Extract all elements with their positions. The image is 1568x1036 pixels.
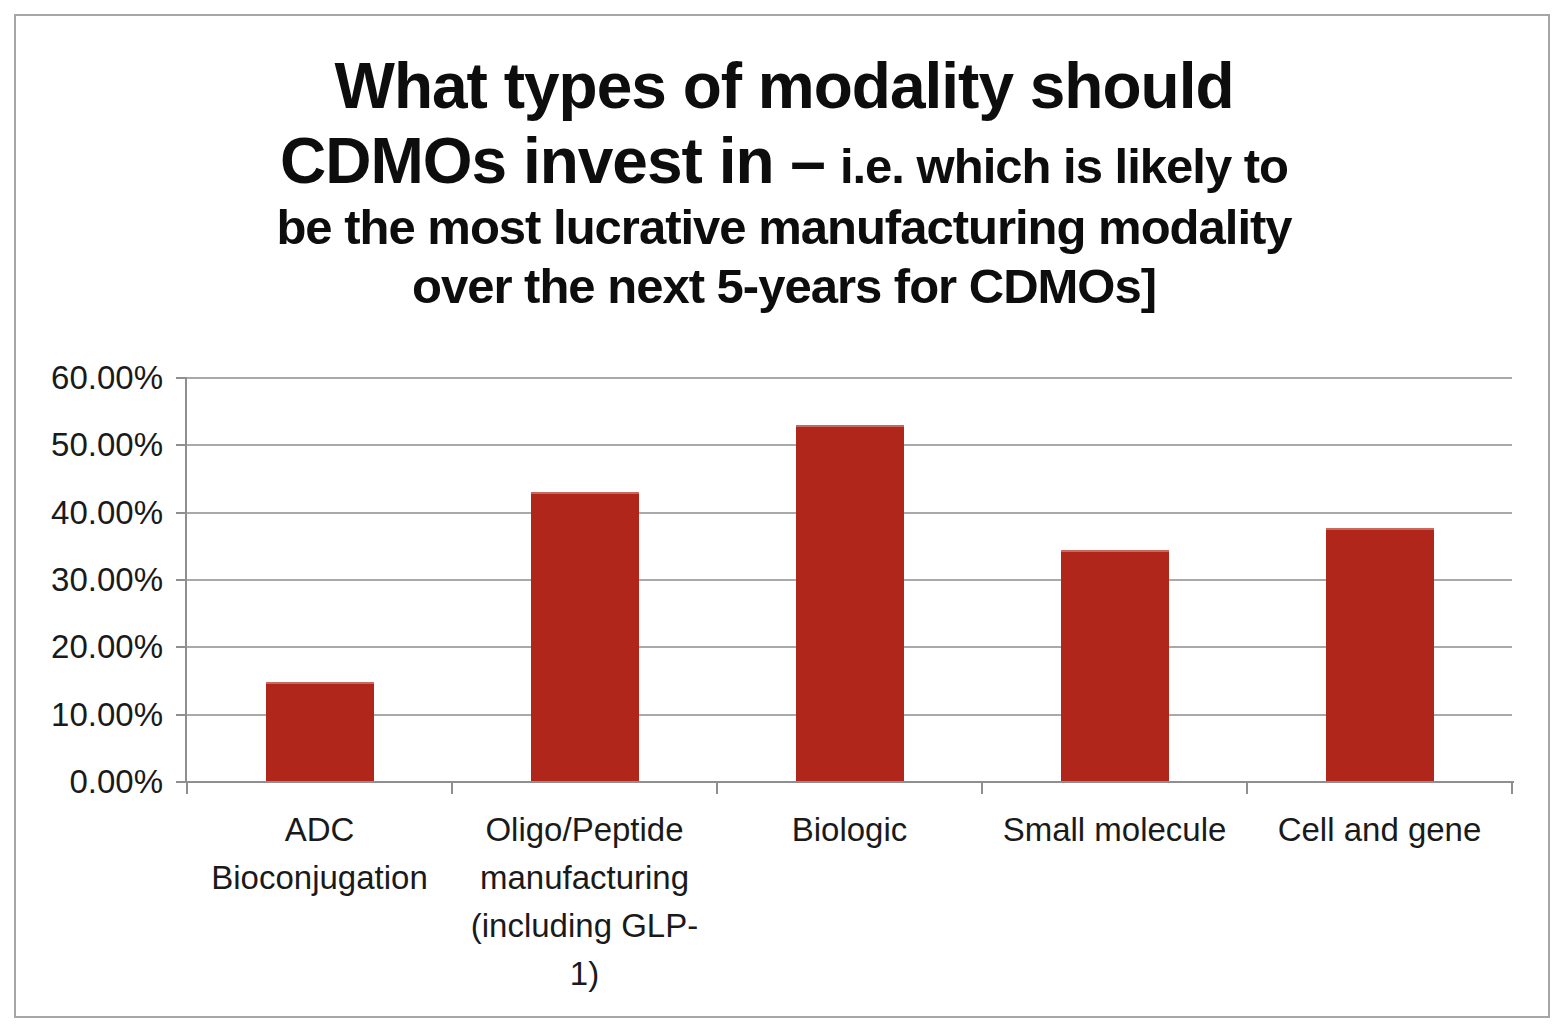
bar-adc-bioconjugation (266, 682, 374, 782)
bar-oligo-peptide-manufacturing-including-glp-1 (531, 492, 639, 782)
chart-title-line-2-main: CDMOs invest in – (280, 125, 825, 197)
y-axis-tick-label: 30.00% (23, 556, 163, 604)
chart-title-line-4: over the next 5-years for CDMOs] (0, 257, 1568, 316)
y-axis-tick (176, 714, 187, 716)
x-axis-tick (451, 782, 453, 794)
chart-title-line-2-sub: i.e. which is likely to (840, 139, 1288, 193)
x-axis-label-biologic: Biologic (717, 806, 982, 998)
y-axis-tick (176, 579, 187, 581)
x-axis-label-cell-and-gene: Cell and gene (1247, 806, 1512, 998)
x-axis-label-oligo-peptide-manufacturing-including-glp-1: Oligo/Peptide manufacturing (including G… (452, 806, 717, 998)
x-axis-labels: ADC BioconjugationOligo/Peptide manufact… (187, 806, 1512, 998)
chart-canvas: What types of modality should CDMOs inve… (0, 0, 1568, 1036)
plot-area (187, 378, 1512, 782)
chart-title-line-1: What types of modality should (0, 48, 1568, 124)
y-axis-tick-label: 10.00% (23, 691, 163, 739)
y-axis-tick (176, 377, 187, 379)
x-axis-label-small-molecule: Small molecule (982, 806, 1247, 998)
y-axis-tick-label: 0.00% (23, 758, 163, 806)
gridline-60 (187, 377, 1512, 379)
chart-title-line-3: be the most lucrative manufacturing moda… (0, 198, 1568, 257)
x-axis-tick (1246, 782, 1248, 794)
x-axis-line (185, 781, 1514, 783)
x-axis-tick (716, 782, 718, 794)
x-axis-tick (1511, 782, 1513, 794)
x-axis-tick (186, 782, 188, 794)
y-axis-tick-label: 60.00% (23, 354, 163, 402)
bar-cell-and-gene (1326, 528, 1434, 782)
bar-biologic (796, 425, 904, 782)
chart-title-line-2: CDMOs invest in – i.e. which is likely to (0, 124, 1568, 198)
y-axis-tick (176, 646, 187, 648)
y-axis-tick (176, 512, 187, 514)
y-axis-tick (176, 444, 187, 446)
x-axis-tick (981, 782, 983, 794)
y-axis-tick-label: 40.00% (23, 489, 163, 537)
y-axis-tick-label: 50.00% (23, 421, 163, 469)
y-axis-tick-label: 20.00% (23, 623, 163, 671)
chart-title: What types of modality should CDMOs inve… (0, 48, 1568, 316)
bar-small-molecule (1061, 550, 1169, 782)
x-axis-label-adc-bioconjugation: ADC Bioconjugation (187, 806, 452, 998)
